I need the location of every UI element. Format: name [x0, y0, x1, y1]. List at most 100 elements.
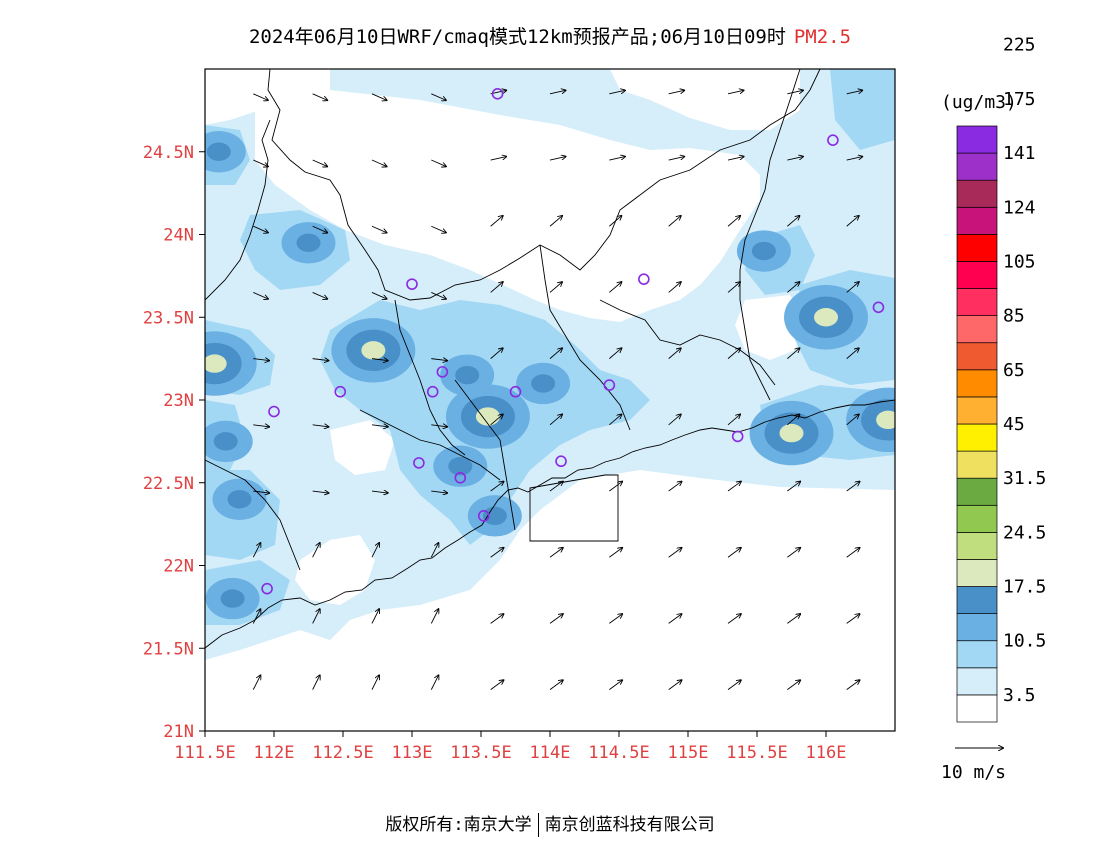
legend-swatch — [956, 342, 998, 371]
wind-arrow — [787, 157, 803, 161]
boundary-eastern — [739, 69, 801, 401]
wind-arrow — [549, 414, 562, 426]
wind-arrow — [727, 548, 741, 558]
wind-arrow — [253, 93, 268, 100]
wind-arrow — [787, 548, 800, 558]
hotspot-band — [482, 506, 507, 526]
wind-arrow — [430, 543, 438, 558]
wind-arrow — [431, 425, 447, 427]
station-marker — [426, 385, 439, 398]
concentration-field — [205, 69, 895, 660]
wind-arrow — [371, 675, 379, 690]
boundary-interior-1 — [394, 299, 466, 456]
boundary-interior-5 — [359, 409, 501, 481]
wind-arrow — [846, 157, 863, 161]
wind-arrow — [490, 348, 503, 359]
wind-arrow — [609, 414, 621, 426]
wind-arrow — [312, 93, 328, 100]
wind-arrow — [609, 548, 622, 558]
wind-arrow — [668, 482, 682, 492]
hotspot-band — [779, 423, 804, 443]
hotspot-band — [206, 142, 231, 161]
wind-arrow — [371, 292, 387, 298]
title-pollutant: PM2.5 — [793, 26, 852, 48]
station-marker — [268, 405, 280, 418]
wind-arrow — [668, 216, 681, 227]
wind-arrow — [727, 614, 741, 624]
title-main: 2024年06月10日WRF/cmaq模式12km预报产品;06月10日09时 — [248, 26, 786, 48]
wind-arrow — [787, 614, 800, 624]
wind-arrow — [846, 90, 863, 95]
wind-arrow — [253, 159, 268, 166]
wind-arrow — [668, 548, 682, 558]
wind-arrow — [312, 675, 320, 690]
wind-arrow — [431, 359, 447, 361]
station-marker — [413, 457, 425, 469]
legend-label: 3.5 — [1003, 685, 1036, 706]
wind-arrow — [252, 675, 260, 690]
legend-swatch — [956, 694, 998, 723]
wind-arrow — [727, 282, 740, 293]
wind-arrow — [253, 225, 268, 232]
legend-swatch — [956, 640, 998, 669]
legend-swatch — [956, 586, 998, 614]
legend-swatch — [956, 667, 998, 696]
hotspot-band — [213, 432, 238, 451]
wind-arrow — [549, 157, 566, 161]
legend-label: 45 — [1003, 414, 1025, 435]
wind-arrow — [549, 614, 563, 624]
wind-arrow — [846, 614, 860, 624]
wind-arrow — [846, 482, 860, 492]
wind-arrow — [312, 292, 328, 298]
y-axis: 21N 21.5N 22N 22.5N 23N 23.5N 24N 24.5N — [143, 143, 205, 742]
wind-arrow — [846, 216, 859, 227]
legend-swatch — [956, 504, 998, 533]
x-tick-label: 115E — [668, 743, 709, 763]
wind-arrow — [253, 292, 268, 298]
legend-labels: 3.5 10.5 17.5 24.5 31.5 45 65 85 105 124 141 175 225 — [1003, 35, 1046, 706]
plot-area — [205, 69, 895, 731]
hotspot-band — [220, 589, 245, 608]
hotspot-band — [227, 490, 252, 509]
legend-swatch — [956, 369, 998, 398]
x-tick-label: 114E — [530, 743, 571, 763]
wind-arrow — [371, 225, 387, 232]
wind-arrow — [253, 491, 269, 493]
wind-arrow — [312, 543, 320, 558]
x-axis: 111.5E 112E 112.5E 113E 113.5E 114E 114.5E 115E… — [174, 731, 846, 763]
wind-arrow — [549, 348, 562, 359]
wind-arrow — [490, 157, 507, 161]
y-tick-label: 21N — [163, 722, 194, 742]
legend-label: 105 — [1003, 251, 1036, 272]
wind-arrow — [609, 348, 621, 359]
boundary-guangdong-north — [267, 69, 821, 301]
wind-arrow — [787, 482, 800, 492]
wind-arrow — [787, 414, 799, 426]
legend-swatch — [956, 152, 998, 181]
wind-arrow — [490, 548, 504, 558]
wind-arrow — [371, 491, 388, 493]
legend-label: 141 — [1003, 143, 1036, 164]
wind-arrow — [668, 90, 685, 95]
wind-arrow — [609, 90, 625, 95]
wind-arrow — [787, 282, 799, 293]
legend-swatch — [956, 315, 998, 344]
station-marker — [491, 88, 504, 100]
wind-arrow — [549, 282, 562, 293]
wind-arrow — [609, 282, 621, 293]
wind-arrow — [668, 282, 681, 293]
wind-arrow — [668, 348, 681, 359]
wind-arrow — [727, 680, 741, 690]
legend-swatch — [956, 288, 998, 316]
wind-arrow — [371, 609, 379, 624]
hotspot-band — [751, 241, 776, 261]
legend-swatch — [956, 477, 998, 506]
wind-arrow — [490, 680, 504, 690]
footer-separator — [537, 813, 539, 837]
y-tick-label: 22N — [163, 557, 194, 577]
pm25-low-area-delta — [330, 420, 395, 475]
wind-arrow — [846, 414, 859, 426]
wind-arrow — [431, 225, 446, 232]
legend-swatch — [956, 423, 998, 452]
wind-arrow — [609, 157, 625, 161]
